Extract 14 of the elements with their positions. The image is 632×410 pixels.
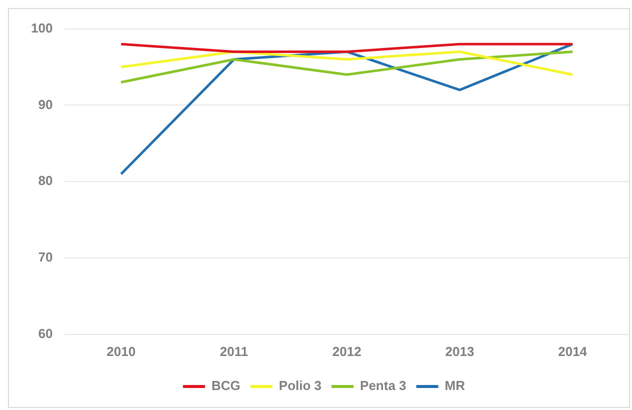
y-tick-label: 60	[38, 326, 53, 341]
x-tick-label: 2012	[332, 344, 362, 359]
legend-label: Polio 3	[278, 378, 322, 394]
legend-label: MR	[444, 378, 466, 394]
x-tick-label: 2011	[220, 344, 248, 359]
x-tick-label: 2013	[445, 344, 474, 359]
legend-label: BCG	[212, 378, 240, 394]
legend-label: Penta 3	[360, 378, 406, 394]
y-tick-label: 100	[30, 20, 53, 36]
y-tick-label: 80	[38, 173, 53, 188]
x-tick-label: 2014	[558, 344, 588, 359]
x-tick-label: 2010	[106, 344, 136, 359]
y-tick-label: 90	[38, 96, 53, 112]
y-tick-label: 70	[38, 250, 53, 265]
